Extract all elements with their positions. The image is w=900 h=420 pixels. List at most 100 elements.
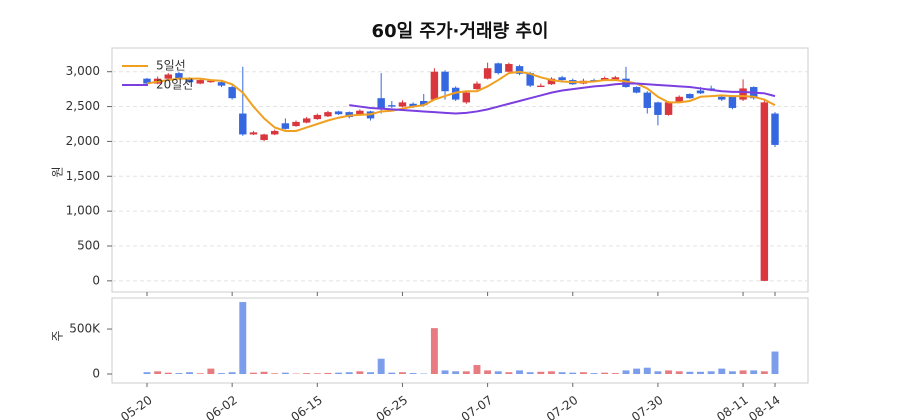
volume-bar <box>622 370 630 375</box>
volume-bar <box>186 372 194 375</box>
ma-line <box>349 82 776 115</box>
volume-bar <box>718 368 726 375</box>
volume-bar <box>452 371 460 375</box>
candle-body <box>281 123 290 129</box>
volume-bar <box>143 372 151 375</box>
volume-bar <box>249 372 257 375</box>
candle-body <box>675 96 683 102</box>
candle-body <box>345 112 353 118</box>
candle-body <box>632 87 641 93</box>
candle-body <box>175 73 183 79</box>
volume-bar <box>218 373 225 375</box>
candle-body <box>611 77 620 80</box>
candle-body <box>537 85 545 88</box>
volume-bar <box>239 302 247 375</box>
volume-bar <box>303 373 311 375</box>
candle-body <box>313 114 322 120</box>
legend-label: 20일선 <box>156 78 193 92</box>
chart-title: 60일 주가·거래량 추이 <box>372 21 549 42</box>
y-tick-label: 2,500 <box>66 99 100 113</box>
candle-body <box>356 110 364 115</box>
candle-body <box>696 90 705 94</box>
volume-bar <box>345 372 353 375</box>
plot-frame <box>111 47 809 293</box>
candle-body <box>760 102 769 281</box>
volume-bar <box>388 372 396 375</box>
volume-bar <box>739 370 747 375</box>
candle-body <box>398 102 407 107</box>
candle-body <box>430 71 439 100</box>
candle-body <box>143 78 151 84</box>
y-tick-label: 1,000 <box>66 204 100 218</box>
volume-bar <box>484 370 492 375</box>
volume-bar <box>516 370 524 375</box>
y-tick-label: 500K <box>69 322 101 336</box>
candle-body <box>207 80 215 83</box>
volume-bar <box>154 371 162 375</box>
candle-body <box>600 77 609 81</box>
candle-body <box>505 64 513 72</box>
volume-bar <box>728 371 736 375</box>
volume-bar <box>367 372 374 375</box>
candle-body <box>302 118 311 123</box>
y-tick-label: 2,000 <box>66 134 100 148</box>
volume-bar <box>505 372 513 375</box>
volume-bar <box>164 372 172 375</box>
volume-bar <box>707 371 715 375</box>
volume-bar <box>548 371 555 375</box>
candle-body <box>271 130 279 135</box>
candle-body <box>185 78 194 83</box>
candle-body <box>526 73 534 86</box>
volume-bar <box>473 365 481 375</box>
volume-bar <box>409 373 417 375</box>
candle-body <box>473 83 481 90</box>
volume-bar <box>643 367 651 375</box>
volume-bar <box>750 370 758 375</box>
volume-bar <box>558 372 566 375</box>
volume-bar <box>654 371 662 375</box>
volume-bar <box>281 372 289 375</box>
volume-bar <box>271 373 279 375</box>
candle-body <box>292 121 300 127</box>
x-tick-label: 05-20 <box>118 393 155 420</box>
volume-bar <box>494 371 502 375</box>
candle-body <box>217 82 226 86</box>
plot-frame <box>111 297 809 384</box>
candle-body <box>249 132 258 135</box>
y-axis-label: 주 <box>51 330 65 341</box>
candle-body <box>409 103 417 107</box>
candle-body <box>377 98 385 110</box>
candle-body <box>441 71 449 92</box>
candle-body <box>260 134 268 141</box>
volume-bar <box>398 372 406 375</box>
candle-body <box>728 96 737 108</box>
x-tick-label: 07-30 <box>629 393 666 420</box>
candle-body <box>483 68 492 79</box>
volume-bar <box>462 371 470 375</box>
x-tick-label: 07-20 <box>544 393 581 420</box>
volume-bar <box>175 373 183 375</box>
candle-body <box>664 102 673 115</box>
candle-body <box>462 92 471 103</box>
candle-body <box>388 105 396 107</box>
x-tick-label: 08-14 <box>746 393 783 420</box>
candle-body <box>164 74 173 79</box>
y-axis-label: 원 <box>51 166 65 177</box>
x-tick-label: 08-11 <box>714 393 751 420</box>
candle-body <box>239 113 247 135</box>
volume-bar <box>697 371 704 375</box>
volume-bar <box>335 372 343 375</box>
candle-body <box>739 88 747 100</box>
candle-body <box>558 77 566 81</box>
volume-bar <box>441 370 449 375</box>
volume-bar <box>579 372 587 375</box>
volume-bar <box>313 373 321 375</box>
volume-bar <box>633 368 641 375</box>
y-tick-label: 0 <box>92 273 100 287</box>
x-tick-label: 07-07 <box>459 393 496 420</box>
volume-bar <box>228 372 236 375</box>
y-tick-label: 1,500 <box>66 169 100 183</box>
volume-bar <box>675 371 683 375</box>
candle-body <box>228 87 236 99</box>
volume-bar <box>430 328 438 375</box>
